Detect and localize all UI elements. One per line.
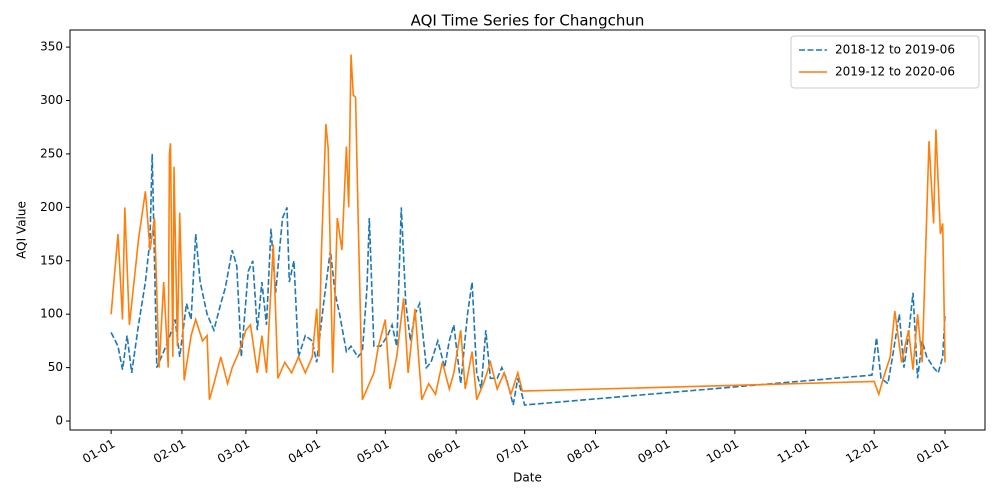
y-tick-label: 250 [40, 146, 63, 160]
series-line [110, 54, 946, 401]
legend-box [790, 35, 980, 89]
y-tick-label: 0 [55, 414, 63, 428]
y-tick-label: 150 [40, 253, 63, 267]
y-tick-label: 100 [40, 307, 63, 321]
plot-frame [69, 29, 986, 431]
chart-title: AQI Time Series for Changchun [411, 12, 645, 30]
y-tick-label: 300 [40, 93, 63, 107]
y-tick-label: 350 [40, 40, 63, 54]
y-tick-label: 50 [48, 360, 63, 374]
y-axis-label: AQI Value [15, 201, 29, 259]
y-tick-label: 200 [40, 200, 63, 214]
legend-label: 2018-12 to 2019-06 [835, 43, 955, 57]
series-line [110, 153, 946, 406]
legend-label: 2019-12 to 2020-06 [835, 65, 955, 79]
x-axis-label: Date [513, 471, 542, 485]
